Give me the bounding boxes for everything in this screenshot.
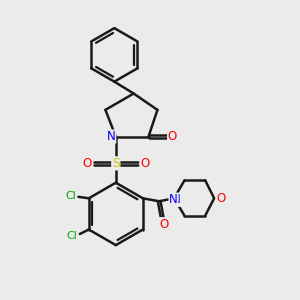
Text: O: O (82, 157, 91, 170)
Text: N: N (172, 193, 181, 206)
Text: S: S (112, 157, 120, 170)
Text: O: O (140, 157, 149, 170)
Text: O: O (168, 130, 177, 143)
Text: N: N (107, 130, 116, 143)
Text: N: N (169, 193, 178, 206)
Text: Cl: Cl (65, 191, 76, 201)
Text: O: O (159, 218, 168, 231)
Text: Cl: Cl (66, 231, 77, 241)
Text: O: O (216, 192, 225, 205)
